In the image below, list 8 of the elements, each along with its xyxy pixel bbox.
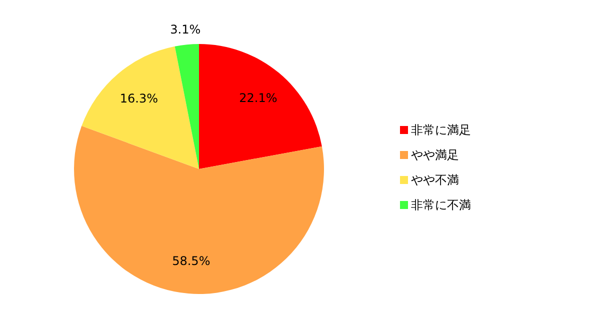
legend-label: 非常に不満 [411, 198, 471, 212]
legend-label: やや満足 [411, 148, 459, 162]
legend-label: 非常に満足 [411, 123, 471, 137]
data-label: 16.3% [120, 92, 158, 106]
data-label: 3.1% [170, 22, 201, 37]
data-label: 58.5% [172, 254, 210, 268]
legend-label: やや不満 [411, 173, 459, 187]
data-label: 22.1% [239, 90, 278, 105]
